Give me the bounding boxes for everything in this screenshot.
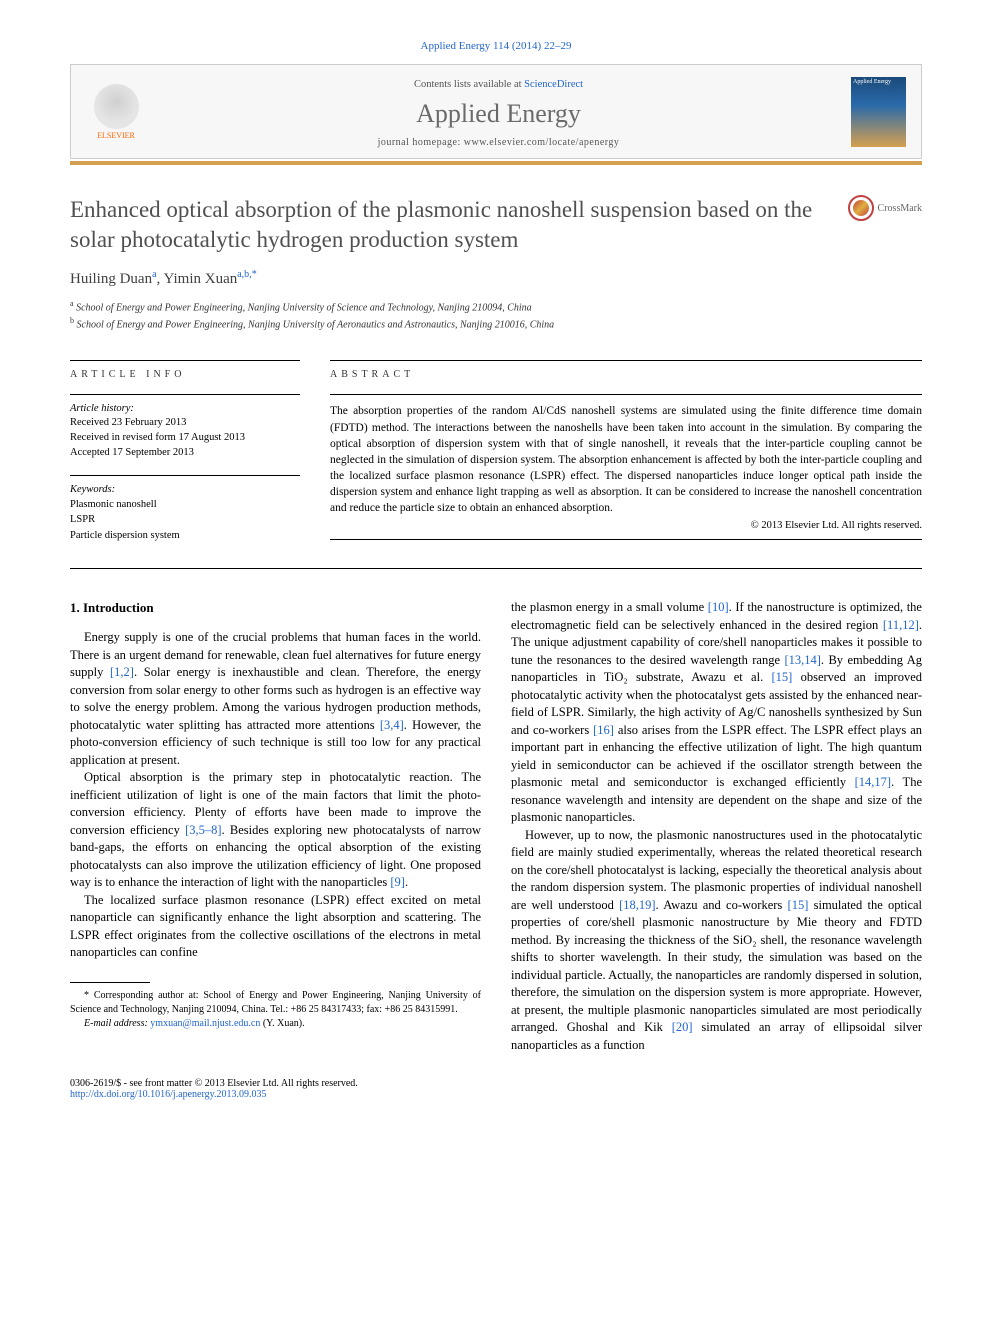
- article-title: Enhanced optical absorption of the plasm…: [70, 195, 848, 255]
- cover-title: Applied Energy: [851, 77, 906, 87]
- citation-header: Applied Energy 114 (2014) 22–29: [70, 40, 922, 52]
- abstract-text: The absorption properties of the random …: [330, 403, 922, 516]
- accepted-date: Accepted 17 September 2013: [70, 446, 300, 461]
- journal-cover-thumbnail[interactable]: Applied Energy: [851, 77, 906, 147]
- right-column: the plasmon energy in a small volume [10…: [511, 599, 922, 1054]
- contents-text: Contents lists available at: [414, 79, 524, 90]
- author-2: Yimin Xuan: [163, 271, 237, 287]
- abstract-copyright: © 2013 Elsevier Ltd. All rights reserved…: [330, 520, 922, 531]
- keyword-1: Plasmonic nanoshell: [70, 497, 300, 513]
- elsevier-tree-icon: [94, 84, 139, 129]
- ref-link[interactable]: [3,4]: [380, 718, 404, 732]
- author-2-affil: a,b,: [237, 269, 251, 280]
- corresponding-star: *: [252, 269, 257, 280]
- footnote-separator: [70, 982, 150, 983]
- elsevier-logo[interactable]: ELSEVIER: [86, 79, 146, 144]
- email-link[interactable]: ymxuan@mail.njust.edu.cn: [150, 1018, 260, 1029]
- crossmark-icon: [848, 195, 874, 221]
- affiliations: a School of Energy and Power Engineering…: [70, 298, 922, 333]
- left-column: 1. Introduction Energy supply is one of …: [70, 599, 481, 1054]
- section-divider: [70, 568, 922, 569]
- received-date: Received 23 February 2013: [70, 416, 300, 431]
- paragraph-1: Energy supply is one of the crucial prob…: [70, 629, 481, 769]
- paragraph-3: The localized surface plasmon resonance …: [70, 892, 481, 962]
- elsevier-label: ELSEVIER: [97, 131, 135, 140]
- email-label: E-mail address:: [84, 1018, 150, 1029]
- ref-link[interactable]: [14,17]: [855, 775, 891, 789]
- abstract-label: ABSTRACT: [330, 369, 922, 380]
- body-content: 1. Introduction Energy supply is one of …: [70, 599, 922, 1054]
- article-info-label: ARTICLE INFO: [70, 369, 300, 380]
- history-heading: Article history:: [70, 403, 300, 414]
- corresponding-footnote: * Corresponding author at: School of Ene…: [70, 989, 481, 1017]
- revised-date: Received in revised form 17 August 2013: [70, 431, 300, 446]
- article-history: Received 23 February 2013 Received in re…: [70, 416, 300, 460]
- ref-link[interactable]: [3,5–8]: [185, 823, 221, 837]
- affiliation-a: School of Energy and Power Engineering, …: [76, 302, 532, 313]
- sciencedirect-link[interactable]: ScienceDirect: [524, 79, 583, 90]
- crossmark-badge[interactable]: CrossMark: [848, 195, 922, 221]
- banner-center: Contents lists available at ScienceDirec…: [146, 75, 851, 148]
- ref-link[interactable]: [1,2]: [110, 665, 134, 679]
- doi-link[interactable]: http://dx.doi.org/10.1016/j.apenergy.201…: [70, 1089, 358, 1100]
- journal-banner: ELSEVIER Contents lists available at Sci…: [70, 64, 922, 159]
- paragraph-4: the plasmon energy in a small volume [10…: [511, 599, 922, 827]
- journal-homepage[interactable]: journal homepage: www.elsevier.com/locat…: [146, 137, 851, 148]
- keyword-2: LSPR: [70, 512, 300, 528]
- issn-line: 0306-2619/$ - see front matter © 2013 El…: [70, 1078, 358, 1089]
- journal-name: Applied Energy: [146, 99, 851, 129]
- article-info-column: ARTICLE INFO Article history: Received 2…: [70, 352, 300, 548]
- keywords-heading: Keywords:: [70, 484, 300, 495]
- authors-line: Huiling Duana, Yimin Xuana,b,*: [70, 269, 922, 288]
- ref-link[interactable]: [15]: [788, 898, 809, 912]
- ref-link[interactable]: [11,12]: [883, 618, 919, 632]
- author-1: Huiling Duan: [70, 271, 152, 287]
- ref-link[interactable]: [18,19]: [619, 898, 655, 912]
- ref-link[interactable]: [20]: [672, 1020, 693, 1034]
- ref-link[interactable]: [16]: [593, 723, 614, 737]
- ref-link[interactable]: [10]: [708, 600, 729, 614]
- author-1-affil: a: [152, 269, 156, 280]
- ref-link[interactable]: [13,14]: [784, 653, 820, 667]
- abstract-column: ABSTRACT The absorption properties of th…: [330, 352, 922, 548]
- paragraph-2: Optical absorption is the primary step i…: [70, 769, 481, 892]
- crossmark-label: CrossMark: [878, 203, 922, 214]
- affiliation-b: School of Energy and Power Engineering, …: [77, 319, 555, 330]
- email-footnote: E-mail address: ymxuan@mail.njust.edu.cn…: [70, 1017, 481, 1031]
- keyword-3: Particle dispersion system: [70, 528, 300, 544]
- email-author: (Y. Xuan).: [260, 1018, 304, 1029]
- ref-link[interactable]: [15]: [771, 670, 792, 684]
- paragraph-5: However, up to now, the plasmonic nanost…: [511, 827, 922, 1055]
- intro-heading: 1. Introduction: [70, 599, 481, 617]
- keywords-list: Plasmonic nanoshell LSPR Particle disper…: [70, 497, 300, 544]
- orange-divider: [70, 161, 922, 165]
- ref-link[interactable]: [9]: [390, 875, 405, 889]
- page-footer: 0306-2619/$ - see front matter © 2013 El…: [70, 1078, 922, 1100]
